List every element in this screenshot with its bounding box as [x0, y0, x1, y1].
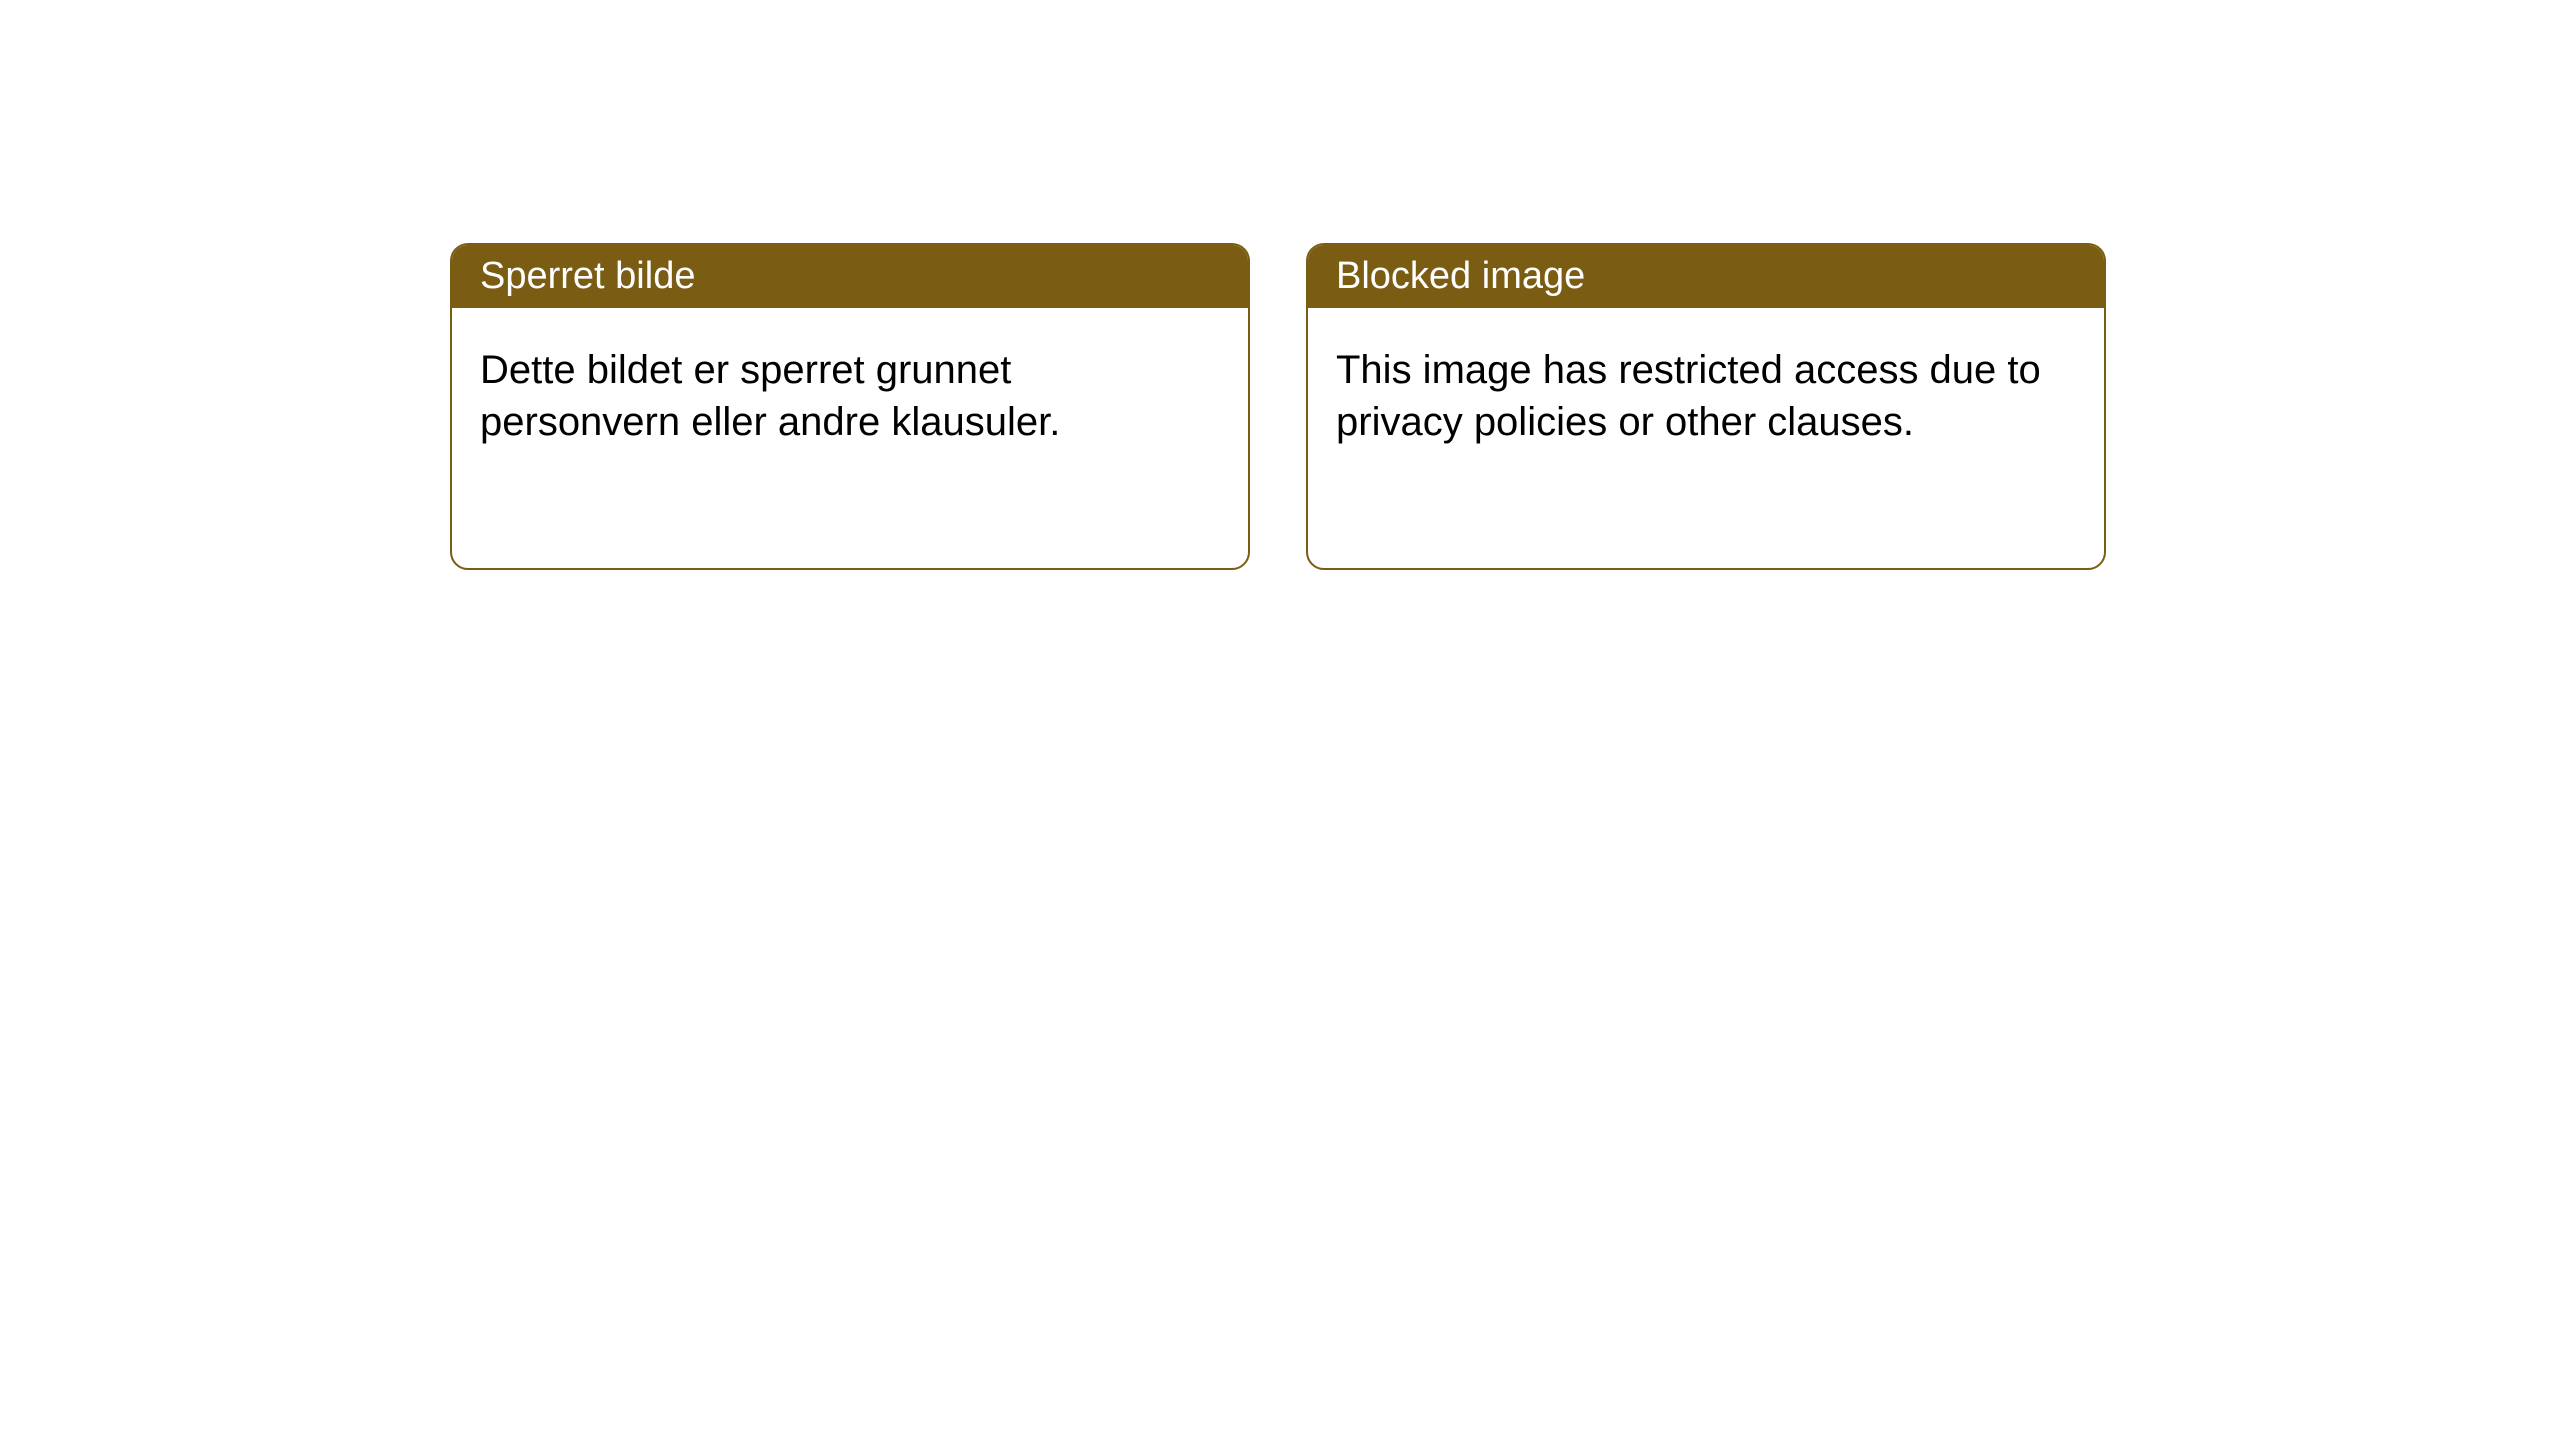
notice-card-body-text: Dette bildet er sperret grunnet personve… — [480, 348, 1060, 444]
notice-cards-container: Sperret bilde Dette bildet er sperret gr… — [0, 0, 2560, 570]
notice-card-title: Blocked image — [1336, 255, 1585, 297]
notice-card-body: This image has restricted access due to … — [1308, 308, 2104, 568]
notice-card-english: Blocked image This image has restricted … — [1306, 243, 2106, 570]
notice-card-header: Sperret bilde — [452, 245, 1248, 308]
notice-card-body: Dette bildet er sperret grunnet personve… — [452, 308, 1248, 568]
notice-card-norwegian: Sperret bilde Dette bildet er sperret gr… — [450, 243, 1250, 570]
notice-card-title: Sperret bilde — [480, 255, 695, 297]
notice-card-body-text: This image has restricted access due to … — [1336, 348, 2041, 444]
notice-card-header: Blocked image — [1308, 245, 2104, 308]
